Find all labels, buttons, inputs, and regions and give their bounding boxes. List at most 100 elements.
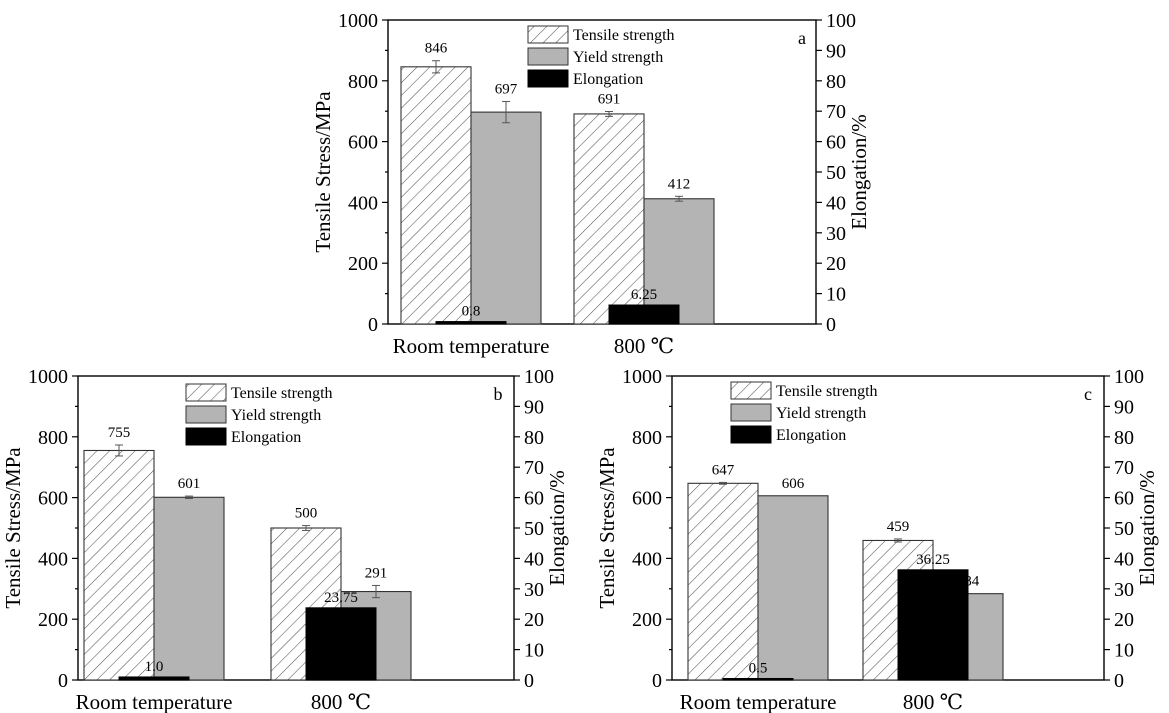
bar-tensile-strength — [83, 449, 155, 681]
bar-elongation — [722, 677, 794, 681]
y2-tick-label: 80 — [826, 71, 846, 93]
y-tick-label: 800 — [38, 427, 68, 449]
y2-tick-label: 40 — [1114, 548, 1134, 570]
data-label-elongation: 0.8 — [462, 304, 481, 320]
y-tick-label: 600 — [632, 488, 662, 510]
bar-elongation — [435, 321, 507, 325]
y-tick-label: 1000 — [28, 366, 68, 388]
data-label-yield: 601 — [178, 476, 201, 492]
y2-tick-label: 50 — [524, 518, 544, 540]
y2-tick-label: 10 — [1114, 640, 1134, 662]
bar-tensile-strength — [400, 66, 472, 325]
x-category-label: 800 ℃ — [614, 334, 674, 358]
y2-tick-label: 20 — [524, 609, 544, 631]
y2-axis-title: Elongation/% — [847, 114, 871, 229]
y2-tick-label: 60 — [826, 132, 846, 154]
y2-tick-label: 60 — [524, 488, 544, 510]
legend-label: Yield strength — [776, 405, 866, 422]
y2-tick-label: 0 — [826, 314, 836, 336]
bar-elongation — [118, 676, 190, 681]
y2-axis-title: Elongation/% — [1135, 470, 1159, 585]
data-label-tensile: 500 — [295, 506, 318, 522]
legend-swatch — [185, 405, 227, 424]
bar-yield-strength — [470, 111, 542, 325]
y-tick-label: 0 — [58, 670, 68, 692]
data-label-tensile: 755 — [108, 425, 131, 441]
data-label-elongation: 23.75 — [324, 590, 358, 606]
y2-tick-label: 10 — [826, 284, 846, 306]
y2-tick-label: 30 — [826, 223, 846, 245]
y2-axis-title: Elongation/% — [545, 470, 569, 585]
legend-swatch — [185, 427, 227, 446]
chart-panel-b: 0 200 400 600 800 1000 0 10 20 30 40 50 60 70 80 90 100 T… — [1, 366, 569, 713]
legend-swatch — [527, 25, 569, 44]
y-tick-label: 200 — [38, 609, 68, 631]
y2-tick-label: 80 — [1114, 427, 1134, 449]
y2-tick-label: 100 — [524, 366, 554, 388]
y-tick-label: 800 — [632, 427, 662, 449]
y2-tick-label: 0 — [524, 670, 534, 692]
y2-tick-label: 30 — [1114, 579, 1134, 601]
y-tick-label: 400 — [632, 548, 662, 570]
bar-elongation — [305, 607, 377, 681]
y-tick-label: 1000 — [338, 10, 378, 32]
y2-tick-label: 70 — [1114, 457, 1134, 479]
legend-swatch — [185, 383, 227, 402]
y-tick-label: 600 — [38, 488, 68, 510]
chart-panel-c: 0 200 400 600 800 1000 0 10 20 30 40 50 60 70 80 90 100 T… — [595, 366, 1159, 713]
y-axis-title: Tensile Stress/MPa — [311, 91, 335, 253]
y2-tick-label: 20 — [826, 253, 846, 275]
y2-tick-label: 100 — [826, 10, 856, 32]
legend-label: Tensile strength — [573, 27, 675, 44]
y2-tick-label: 50 — [1114, 518, 1134, 540]
y2-tick-label: 90 — [524, 396, 544, 418]
y2-tick-label: 40 — [826, 192, 846, 214]
data-label-elongation: 0.5 — [749, 660, 768, 676]
data-label-tensile: 691 — [598, 92, 621, 108]
y2-tick-label: 60 — [1114, 488, 1134, 510]
y2-tick-label: 20 — [1114, 609, 1134, 631]
y-tick-label: 400 — [348, 192, 378, 214]
legend-swatch — [730, 425, 772, 444]
y-tick-label: 0 — [652, 670, 662, 692]
y2-tick-label: 90 — [826, 40, 846, 62]
bar-elongation — [608, 304, 680, 325]
y-tick-label: 400 — [38, 548, 68, 570]
data-label-elongation: 1.0 — [145, 659, 164, 675]
legend-swatch — [730, 403, 772, 422]
legend-label: Elongation — [776, 427, 846, 444]
y2-tick-label: 10 — [524, 640, 544, 662]
panel-letter: c — [1084, 384, 1092, 404]
y-tick-label: 0 — [368, 314, 378, 336]
y2-tick-label: 90 — [1114, 396, 1134, 418]
y-tick-label: 800 — [348, 71, 378, 93]
legend-label: Elongation — [573, 71, 643, 88]
bar-tensile-strength — [687, 482, 759, 681]
legend-swatch — [527, 47, 569, 66]
y2-tick-label: 30 — [524, 579, 544, 601]
y2-tick-label: 100 — [1114, 366, 1144, 388]
y-axis-title: Tensile Stress/MPa — [595, 447, 619, 609]
x-category-label: Room temperature — [680, 690, 837, 713]
y2-tick-label: 80 — [524, 427, 544, 449]
y-tick-label: 200 — [632, 609, 662, 631]
data-label-yield: 291 — [365, 565, 388, 581]
panel-letter: b — [494, 384, 503, 404]
legend-label: Tensile strength — [231, 385, 333, 402]
legend-swatch — [527, 69, 569, 88]
legend-label: Elongation — [231, 429, 301, 446]
y2-tick-label: 0 — [1114, 670, 1124, 692]
data-label-elongation: 6.25 — [631, 287, 657, 303]
data-label-yield: 412 — [668, 176, 691, 192]
data-label-tensile: 846 — [425, 41, 448, 57]
x-category-label: 800 ℃ — [903, 690, 963, 713]
data-label-tensile: 459 — [887, 519, 910, 535]
x-category-label: Room temperature — [393, 334, 550, 358]
y-axis-title: Tensile Stress/MPa — [1, 447, 25, 609]
bar-yield-strength — [153, 496, 225, 681]
y-tick-label: 1000 — [622, 366, 662, 388]
x-category-label: 800 ℃ — [311, 690, 371, 713]
y2-tick-label: 40 — [524, 548, 544, 570]
y-tick-label: 600 — [348, 132, 378, 154]
